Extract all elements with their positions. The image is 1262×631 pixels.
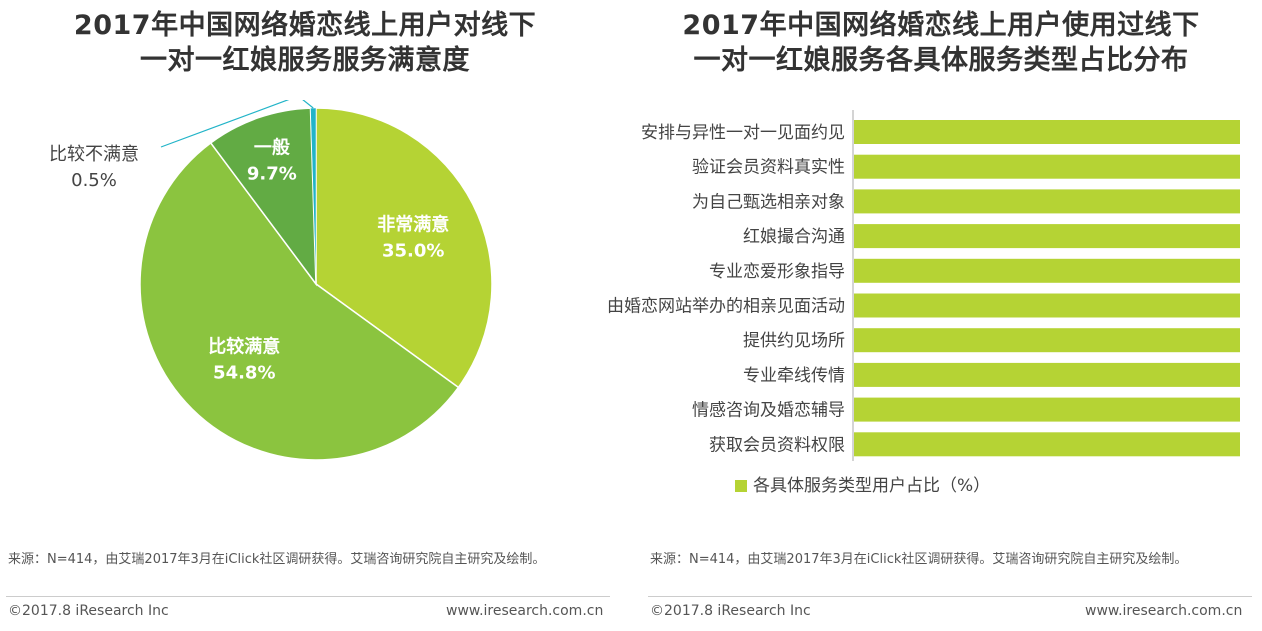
bar-chart: 安排与异性一对一见面约见56.3%验证会员资料真实性55.1%为自己甄选相亲对象… [607,110,1240,496]
bar-category-label: 由婚恋网站举办的相亲见面活动 [607,296,845,317]
bar-category-label: 专业恋爱形象指导 [709,261,845,282]
bar-rect [854,120,1240,144]
pie-slice [209,107,317,287]
left-footer-divider [6,596,610,597]
pie-slice [310,107,317,285]
bar-category-label: 提供约见场所 [743,331,845,351]
left-title-line2: 一对一红娘服务服务满意度 [140,45,470,76]
pie-slice-value: 54.8% [213,363,275,384]
pie-leader-line [160,100,314,148]
right-chart-title: 2017年中国网络婚恋线上用户使用过线下 一对一红娘服务各具体服务类型占比分布 [620,8,1262,78]
bar-category-label: 验证会员资料真实性 [692,158,845,178]
bar-rect [854,189,1240,214]
left-title-line1: 2017年中国网络婚恋线上用户对线下 [73,10,537,41]
legend-label: 各具体服务类型用户占比（%） [753,476,990,496]
bar-rect [854,258,1240,283]
bar-rect [854,293,1240,318]
legend-swatch [735,480,747,492]
bar-rect [854,224,1240,249]
right-title-line1: 2017年中国网络婚恋线上用户使用过线下 [682,10,1200,41]
bar-category-label: 专业牵线传情 [743,366,845,386]
right-title-line2: 一对一红娘服务各具体服务类型占比分布 [693,45,1189,76]
bar-rect [854,362,1240,387]
bar-category-label: 安排与异性一对一见面约见 [641,123,845,143]
bar-rect [854,432,1240,457]
bar-rect [854,397,1240,422]
pie-slice [139,141,460,461]
pie-slice-value: 9.7% [247,164,297,185]
pie-slice [315,107,493,389]
bar-category-label: 获取会员资料权限 [709,435,845,455]
bar-category-label: 情感咨询及婚恋辅导 [692,400,845,421]
pie-slice-label: 非常满意 [377,213,449,235]
pie-slice-value: 0.5% [71,170,117,191]
left-source-note: 来源：N=414，由艾瑞2017年3月在iClick社区调研获得。艾瑞咨询研究院… [8,552,546,567]
right-footer-divider [648,596,1252,597]
left-copyright: ©2017.8 iResearch Inc [8,603,169,619]
pie-chart: 非常满意 35.0% 比较满意 54.8% 一般 9.7% 比较不满意 0.5% [49,100,493,461]
left-chart-title: 2017年中国网络婚恋线上用户对线下 一对一红娘服务服务满意度 [0,8,610,78]
pie-slice-label: 比较满意 [208,336,280,358]
pie-slice-value: 35.0% [382,240,444,261]
bar-category-label: 红娘撮合沟通 [743,227,845,247]
right-source-note: 来源：N=414，由艾瑞2017年3月在iClick社区调研获得。艾瑞咨询研究院… [650,552,1188,567]
right-website-url: www.iresearch.com.cn [1085,603,1243,619]
bar-rect [854,154,1240,179]
right-copyright: ©2017.8 iResearch Inc [650,603,811,619]
left-website-url: www.iresearch.com.cn [446,603,604,619]
bar-rect [854,328,1240,353]
pie-slice-label: 比较不满意 [49,144,139,165]
bar-category-label: 为自己甄选相亲对象 [692,192,845,212]
pie-slice-label: 一般 [254,137,290,159]
